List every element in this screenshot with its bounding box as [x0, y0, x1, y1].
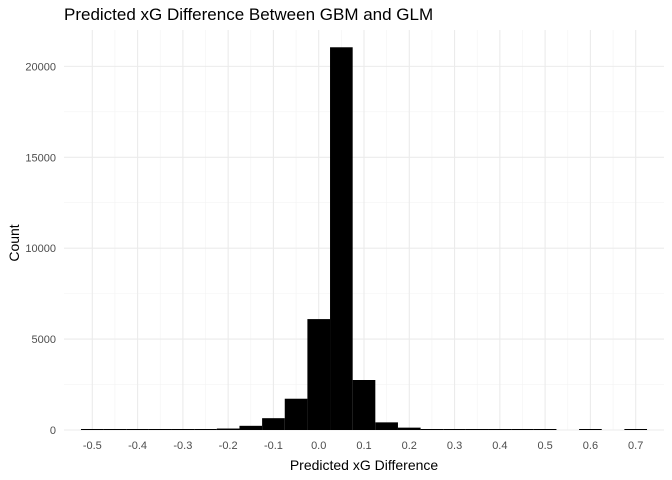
- x-tick-label: -0.5: [83, 440, 102, 452]
- x-tick-label: -0.4: [128, 440, 147, 452]
- histogram-bar: [375, 422, 398, 430]
- histogram-bar: [330, 47, 353, 430]
- histogram-bar: [103, 429, 127, 430]
- histogram-bar: [511, 429, 534, 430]
- x-tick-label: 0.2: [402, 440, 417, 452]
- x-tick-label: 0.1: [356, 440, 371, 452]
- y-tick-label: 15000: [25, 152, 56, 164]
- x-tick-label: -0.3: [173, 440, 192, 452]
- x-tick-label: -0.2: [219, 440, 238, 452]
- chart-title: Predicted xG Difference Between GBM and …: [64, 5, 433, 24]
- x-tick-label: 0.4: [492, 440, 507, 452]
- x-tick-label: -0.1: [264, 440, 283, 452]
- histogram-bar: [194, 429, 217, 430]
- histogram-bar: [488, 429, 512, 430]
- x-tick-labels: -0.5 -0.4 -0.3 -0.2 -0.1 0.0 0.1 0.2 0.3 0.4 0.5 0.…: [83, 440, 644, 452]
- histogram-bar: [126, 429, 149, 430]
- x-axis-title: Predicted xG Difference: [290, 457, 439, 473]
- histogram-bar: [465, 429, 489, 430]
- y-tick-label: 5000: [32, 334, 56, 346]
- y-tick-label: 10000: [25, 243, 56, 255]
- histogram-bar: [533, 429, 557, 430]
- histogram-bar: [579, 429, 602, 430]
- histogram-bar: [307, 319, 331, 430]
- histogram-bar: [80, 429, 104, 430]
- x-tick-label: 0.5: [537, 440, 552, 452]
- histogram-bar: [397, 427, 421, 430]
- y-axis-title: Count: [6, 224, 22, 261]
- y-tick-label: 20000: [25, 61, 56, 73]
- histogram-bar: [216, 428, 240, 430]
- x-tick-label: 0.7: [628, 440, 643, 452]
- histogram-bars: [80, 47, 648, 430]
- histogram-bar: [171, 429, 195, 430]
- histogram-bar: [262, 418, 285, 430]
- histogram-bar: [624, 429, 648, 430]
- histogram-bar: [443, 429, 466, 430]
- histogram-bar: [352, 380, 376, 430]
- histogram-bar: [148, 429, 172, 430]
- x-tick-label: 0.3: [447, 440, 462, 452]
- histogram-bar: [420, 429, 444, 430]
- x-tick-label: 0.0: [311, 440, 326, 452]
- histogram-bar: [239, 425, 263, 430]
- grid-lines: [64, 30, 664, 431]
- y-tick-label: 0: [50, 425, 56, 437]
- y-tick-labels: 0 5000 10000 15000 20000: [25, 61, 56, 437]
- histogram-bar: [284, 398, 308, 430]
- x-tick-label: 0.6: [583, 440, 598, 452]
